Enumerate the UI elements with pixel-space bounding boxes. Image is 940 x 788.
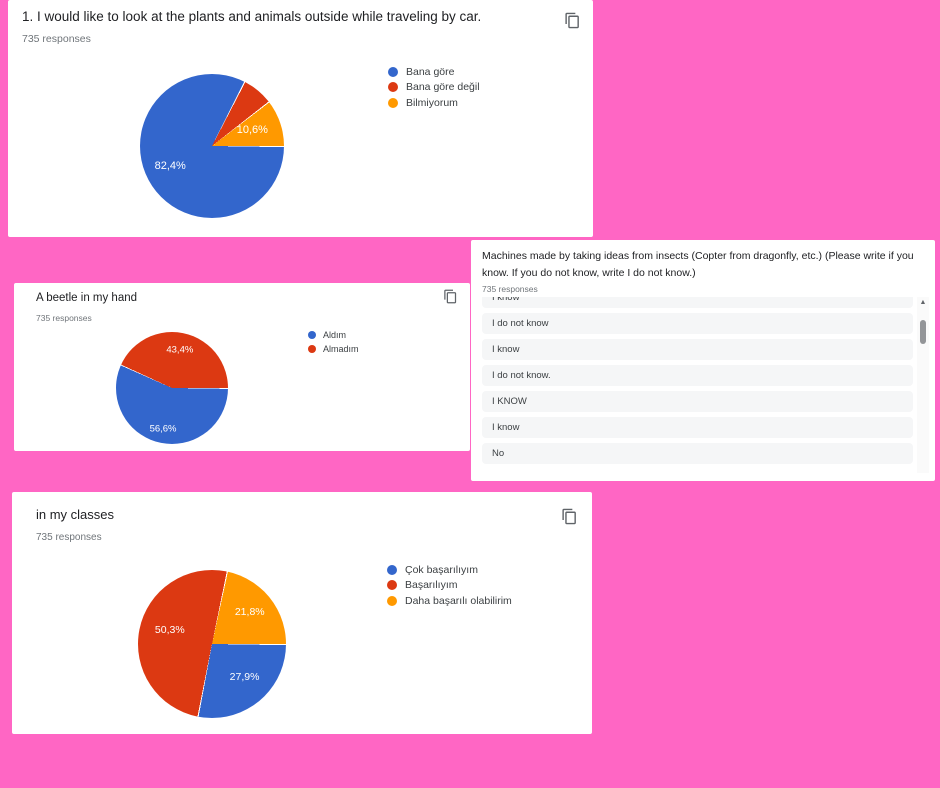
text-answer: No: [482, 443, 913, 464]
legend-item: Almadım: [308, 343, 359, 354]
legend-item: Bana göre değil: [388, 81, 480, 93]
legend-dot: [388, 97, 398, 108]
question-card-machines: Machines made by taking ideas from insec…: [471, 240, 935, 481]
legend-label: Bilmiyorum: [406, 96, 458, 109]
responses-count: 735 responses: [22, 33, 91, 45]
copy-icon: [562, 508, 576, 525]
legend-item: Bilmiyorum: [388, 96, 480, 109]
legend-dot: [387, 564, 397, 575]
question-card-travel: 1. I would like to look at the plants an…: [8, 0, 593, 237]
legend-item: Çok başarılıyım: [387, 563, 512, 576]
answers-scrollbar[interactable]: ▲: [917, 297, 929, 473]
question-card-classes: in my classes 735 responses 50,3% 21,8% …: [12, 492, 592, 734]
text-answer: I KNOW: [482, 391, 913, 412]
chart-legend: Bana göre Bana göre değil Bilmiyorum: [388, 66, 480, 113]
legend-label: Daha başarılı olabilirim: [405, 594, 512, 607]
legend-label: Bana göre: [406, 65, 455, 78]
legend-dot: [387, 580, 397, 590]
legend-dot: [388, 82, 398, 92]
legend-item: Bana göre: [388, 65, 480, 78]
chart-legend: Çok başarılıyım Başarılıyım Daha başarıl…: [387, 564, 512, 611]
legend-label: Bana göre değil: [406, 81, 480, 93]
legend-dot: [388, 66, 398, 77]
slice-label: 21,8%: [234, 606, 265, 619]
responses-count: 735 responses: [36, 313, 92, 323]
scroll-thumb[interactable]: [920, 320, 926, 344]
chart-legend: Aldım Almadım: [308, 330, 359, 358]
question-card-beetle: A beetle in my hand 735 responses 43,4% …: [14, 283, 470, 451]
slice-label: 43,4%: [166, 344, 194, 356]
copy-chart-button[interactable]: [443, 289, 458, 304]
legend-item: Daha başarılı olabilirim: [387, 594, 512, 607]
legend-label: Aldım: [323, 329, 347, 340]
text-answer: I know: [482, 297, 913, 308]
copy-icon: [444, 289, 457, 304]
question-title: in my classes: [36, 507, 115, 522]
legend-dot: [308, 330, 316, 339]
text-answer: I do not know: [482, 313, 913, 334]
legend-dot: [308, 344, 316, 353]
scroll-up-button[interactable]: ▲: [919, 299, 927, 306]
responses-count: 735 responses: [36, 532, 102, 543]
slice-label: 50,3%: [154, 623, 185, 636]
legend-item: Aldım: [308, 329, 359, 340]
text-answer: I know: [482, 339, 913, 360]
legend-label: Çok başarılıyım: [405, 563, 478, 576]
text-answers-list: I know I do not know I know I do not kno…: [482, 297, 913, 473]
text-answer: I do not know.: [482, 365, 913, 386]
question-title: 1. I would like to look at the plants an…: [22, 9, 482, 24]
slice-label: 82,4%: [154, 160, 186, 173]
copy-chart-button[interactable]: [561, 508, 578, 525]
responses-count: 735 responses: [482, 284, 538, 294]
text-answer: I know: [482, 417, 913, 438]
copy-icon: [565, 12, 579, 29]
copy-chart-button[interactable]: [564, 12, 581, 29]
legend-item: Başarılıyım: [387, 579, 512, 591]
slice-label: 10,6%: [236, 124, 268, 137]
pie-chart: 50,3% 21,8% 27,9%: [138, 570, 286, 718]
pie-chart: 82,4% 10,6%: [140, 74, 284, 218]
question-title: Machines made by taking ideas from insec…: [482, 250, 914, 279]
slice-label: 27,9%: [229, 670, 260, 683]
slice-label: 56,6%: [149, 423, 177, 435]
question-title: A beetle in my hand: [36, 292, 138, 304]
legend-label: Almadım: [323, 343, 359, 354]
legend-label: Başarılıyım: [405, 579, 458, 591]
legend-dot: [387, 595, 397, 606]
pie-chart: 43,4% 56,6%: [116, 332, 228, 444]
